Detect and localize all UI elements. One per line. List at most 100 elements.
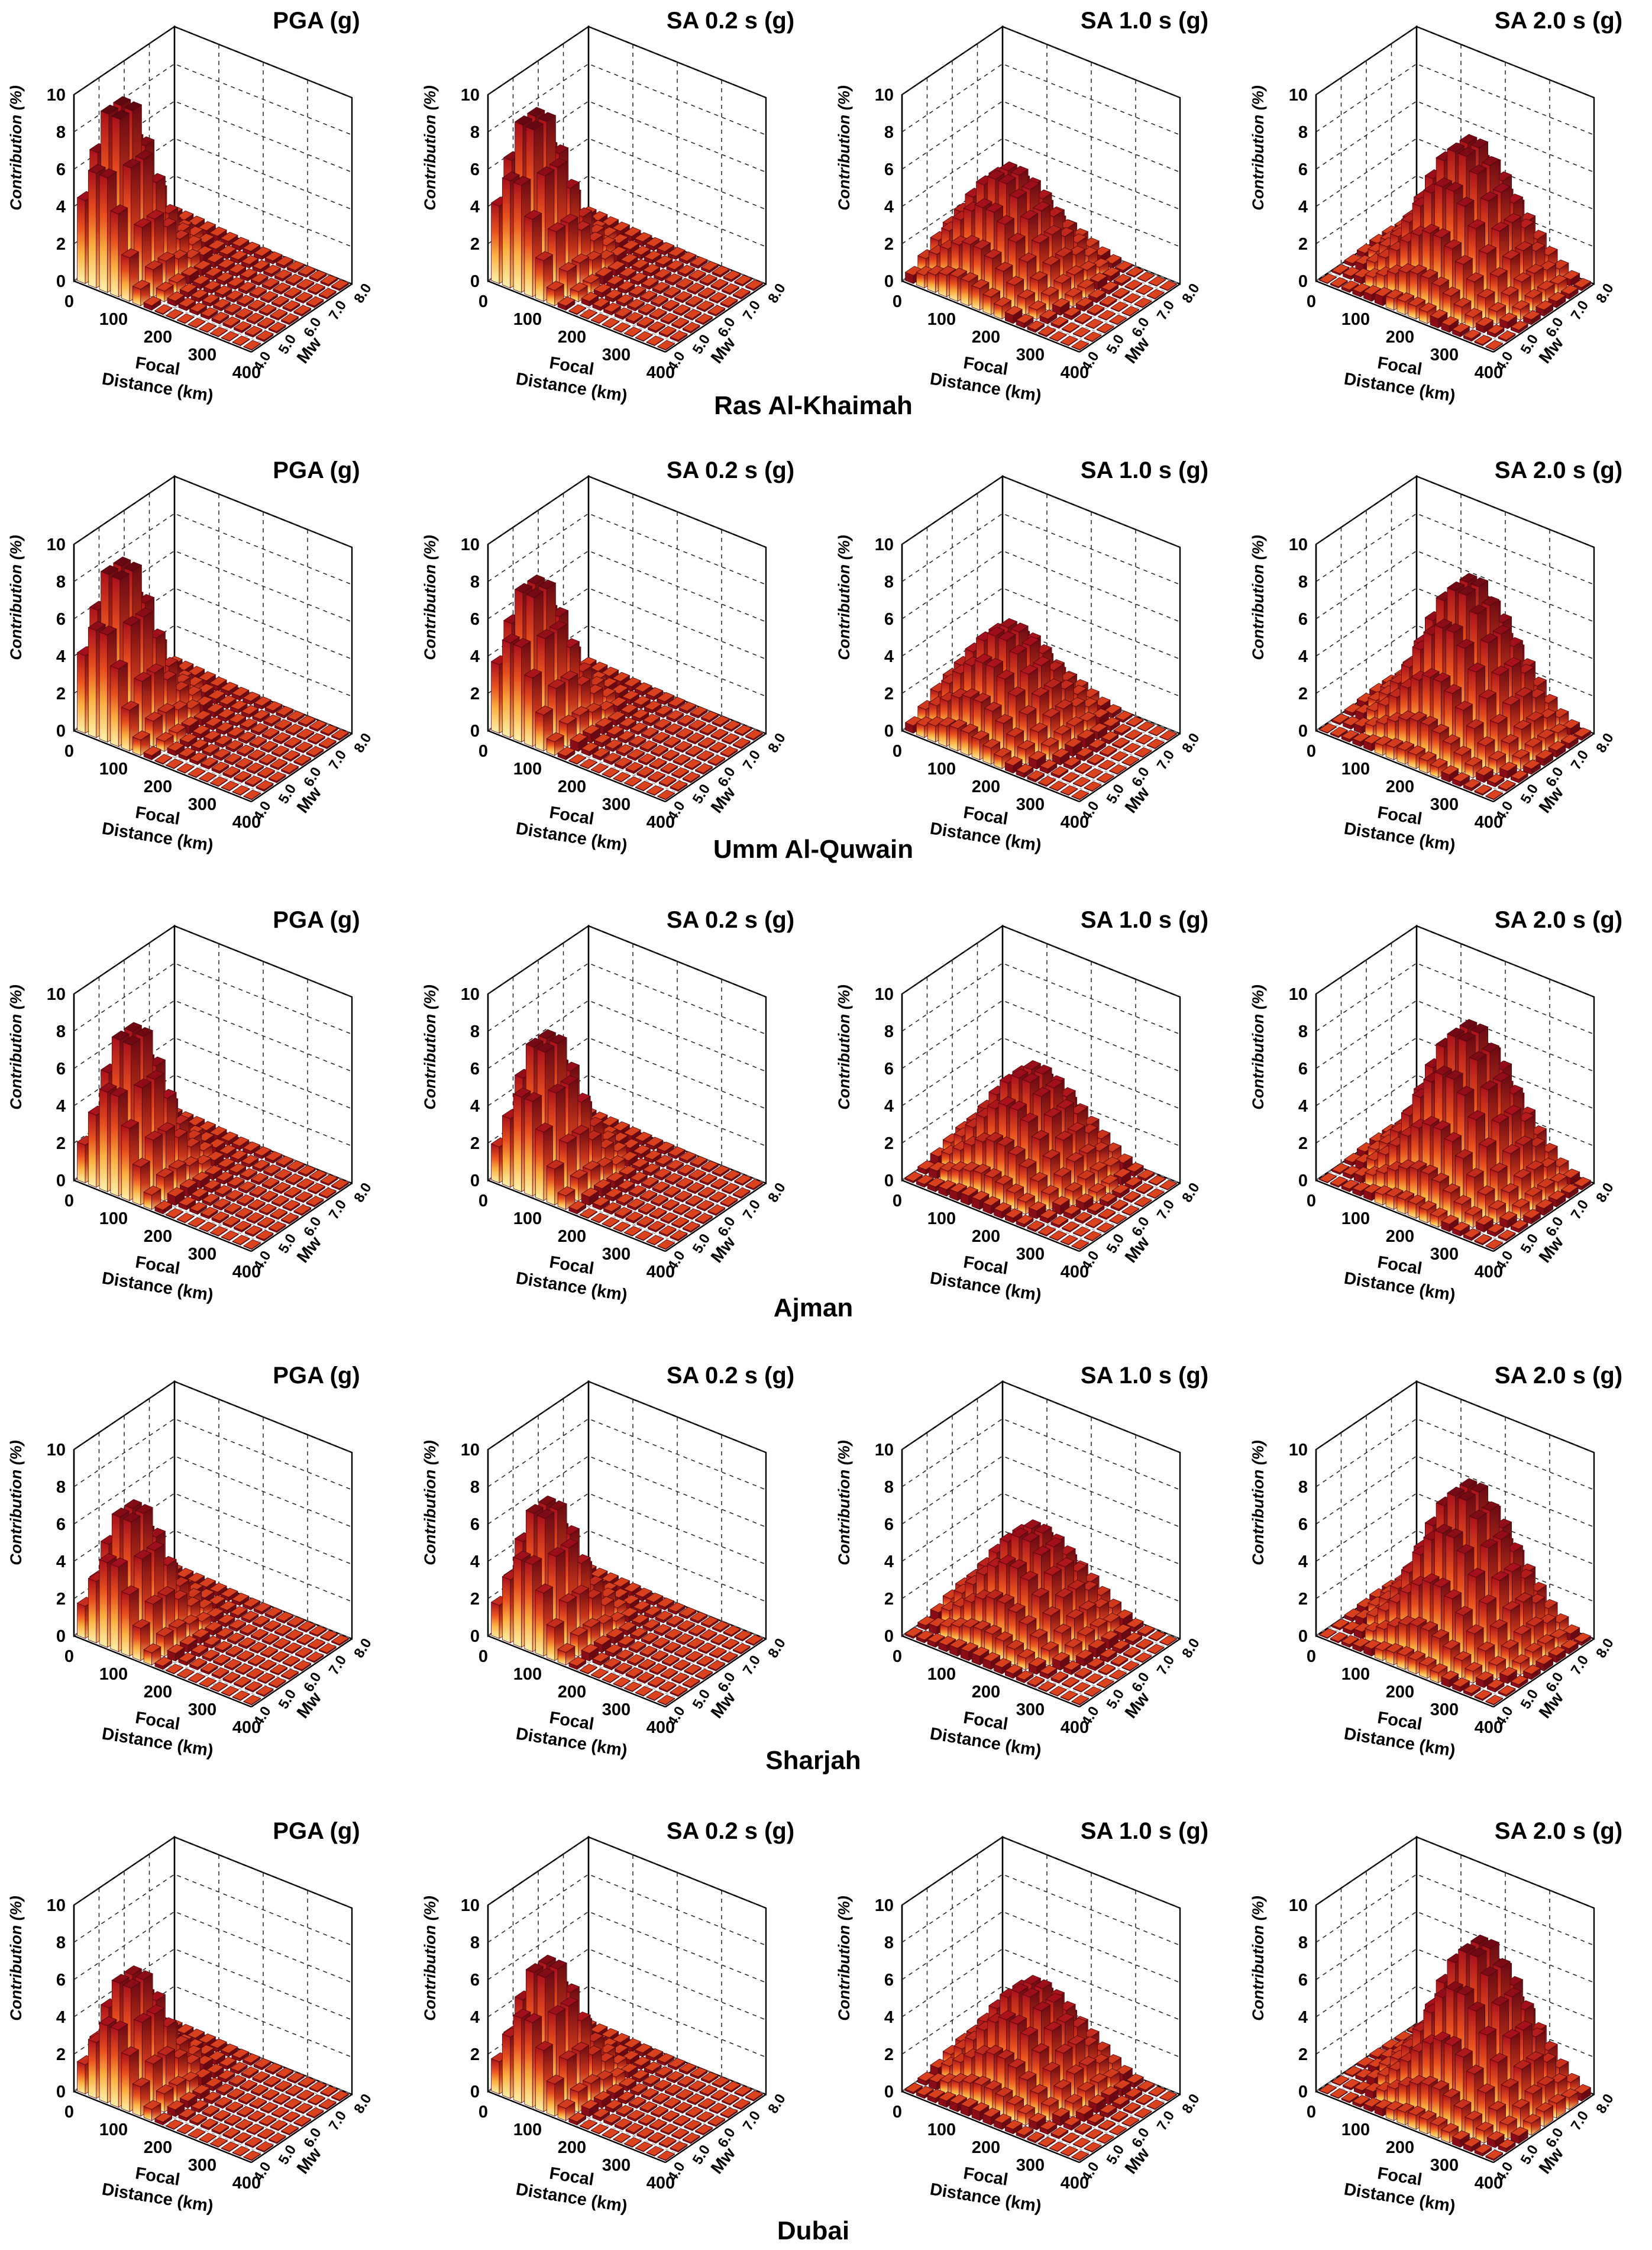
z-tick-label: 4: [884, 198, 894, 217]
x-tick-label: 200: [1386, 328, 1414, 347]
z-tick-label: 0: [1298, 722, 1308, 741]
x-tick-label: 100: [1341, 310, 1370, 329]
bar-front-face: [88, 1112, 97, 1188]
bar-top-face: [242, 241, 261, 252]
x-tick-label: 300: [602, 795, 631, 814]
bar: [318, 288, 337, 300]
bar-front-face: [513, 182, 522, 293]
bar: [238, 281, 256, 295]
z-tick-label: 6: [470, 160, 480, 179]
z-gridline: [487, 513, 767, 585]
z-gridline: [901, 63, 1181, 135]
x-tick-label: 300: [1430, 795, 1459, 814]
bar-top-face: [229, 250, 248, 260]
bar-front-face: [77, 1141, 86, 1183]
bar-front-face: [971, 736, 981, 760]
z-tick-label: 0: [884, 272, 894, 291]
x-tick-label: 200: [558, 328, 586, 347]
z-gridline: [73, 101, 353, 173]
bar-top-face: [239, 268, 258, 279]
bar: [331, 279, 350, 292]
bar: [250, 273, 269, 286]
x-tick-label: 0: [479, 742, 488, 761]
z-tick-label: 2: [56, 685, 66, 703]
z-axis-label: Contribution (%): [1249, 535, 1267, 660]
z-gridline: [73, 476, 353, 548]
bar-top-face: [296, 279, 315, 289]
z-tick-label: 2: [1298, 235, 1308, 254]
x-tick-label: 100: [99, 310, 128, 329]
bar-front-face: [491, 202, 500, 284]
bar-front-face: [927, 272, 936, 293]
z-gridline: [901, 550, 1181, 622]
bar-top-face: [206, 253, 224, 263]
panel-1-1: 024681001002003004004.05.06.07.08.0Contr…: [7, 8, 375, 406]
z-tick-label: 2: [470, 685, 480, 703]
z-tick-label: 2: [884, 685, 894, 703]
z-gridline: [901, 26, 1181, 98]
z-tick-label: 8: [56, 573, 66, 592]
z-axis-label: Contribution (%): [421, 85, 439, 210]
y-tick-label: 8.0: [1179, 731, 1203, 756]
bar: [264, 251, 283, 265]
z-tick-label: 0: [56, 272, 66, 291]
bar-front-face: [960, 278, 969, 306]
bar: [273, 282, 291, 295]
panel-2-2: 024681001002003004004.05.06.07.08.0Contr…: [421, 457, 794, 856]
z-axis-label: Contribution (%): [835, 535, 853, 660]
bar: [181, 266, 199, 286]
bar-top-face: [218, 245, 237, 256]
bar-top-face: [306, 296, 324, 306]
x-tick-label: 200: [558, 777, 586, 796]
bar: [214, 285, 232, 299]
bar-front-face: [99, 1089, 108, 1192]
z-tick-label: 10: [47, 86, 66, 105]
bar-top-face: [193, 260, 212, 270]
bar-front-face: [949, 273, 958, 302]
bar: [218, 245, 237, 260]
bar-top-face: [274, 269, 292, 279]
x-tick-label: 300: [1016, 795, 1045, 814]
z-tick-label: 0: [1298, 272, 1308, 291]
z-tick-label: 4: [1298, 198, 1308, 217]
x-tick-label: 100: [1341, 760, 1370, 779]
z-axis-label: Contribution (%): [7, 85, 25, 210]
x-tick-label: 200: [972, 777, 1000, 796]
bar-top-face: [181, 266, 199, 276]
panel-title: SA 1.0 s (g): [1081, 8, 1208, 34]
bar: [263, 264, 282, 277]
bar-top-face: [263, 264, 282, 275]
bar-top-face: [264, 251, 283, 262]
bar-front-face: [513, 644, 522, 743]
y-tick-label: 7.0: [740, 298, 764, 323]
y-tick-label: 8.0: [351, 731, 375, 756]
y-tick-label: 7.0: [1568, 747, 1592, 773]
y-axis-label: Mw: [707, 334, 739, 367]
bar: [306, 296, 324, 308]
bar-top-face: [220, 231, 238, 242]
z-tick-label: 10: [461, 535, 480, 554]
bar: [260, 290, 279, 304]
z-tick-label: 0: [56, 722, 66, 741]
bar: [296, 279, 315, 291]
bar-front-face: [110, 210, 119, 298]
y-tick-label: 8.0: [1179, 281, 1203, 306]
z-tick-label: 6: [56, 160, 66, 179]
panel-title: SA 2.0 s (g): [1495, 457, 1622, 483]
bar-top-face: [208, 239, 226, 250]
x-tick-label: 300: [188, 346, 216, 364]
bar-top-face: [236, 295, 255, 305]
x-tick-label: 100: [513, 760, 542, 779]
z-tick-label: 4: [1298, 647, 1308, 666]
bar-front-face: [491, 661, 500, 734]
panel-title: SA 0.2 s (g): [667, 457, 794, 483]
y-tick-label: 7.0: [1154, 298, 1178, 323]
bar: [293, 305, 312, 317]
bar-top-face: [214, 285, 232, 295]
z-tick-label: 10: [875, 535, 894, 554]
z-tick-label: 10: [1289, 86, 1308, 105]
bar-front-face: [77, 197, 86, 284]
z-gridline: [487, 476, 767, 548]
z-gridline: [73, 26, 353, 98]
